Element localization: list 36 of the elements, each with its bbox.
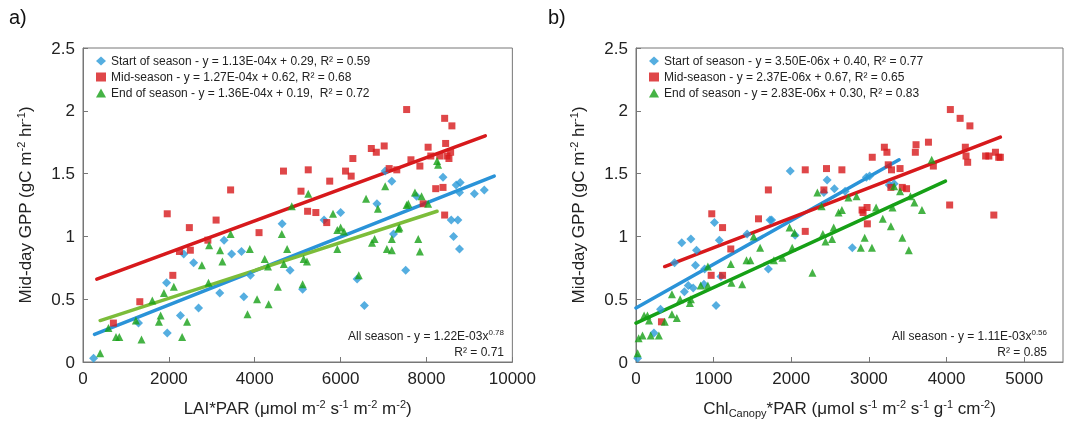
legend-label: Start of season - y = 1.13E-04x + 0.29, R² = 0.59	[111, 54, 371, 68]
x-tick-label: 0	[78, 369, 88, 388]
y-tick-label: 1	[65, 226, 75, 246]
y-tick-label: 2	[65, 101, 75, 121]
y-tick-label: 1.5	[604, 164, 628, 184]
x-tick-label: 8000	[407, 369, 446, 388]
y-axis-title: Mid-day GPP (gC m-2 hr-1)	[14, 106, 35, 304]
chart-title: a)	[9, 6, 27, 28]
y-tick-label: 2.5	[604, 38, 628, 58]
x-tick-label: 2000	[149, 369, 188, 388]
x-tick-label: 3000	[849, 369, 888, 388]
x-tick-label: 10000	[488, 369, 536, 388]
x-tick-label: 1000	[694, 369, 733, 388]
x-tick-label: 6000	[321, 369, 360, 388]
y-axis-title: Mid-day GPP (gC m-2 hr-1)	[567, 106, 588, 304]
x-tick-label: 4000	[235, 369, 274, 388]
legend-label: Start of season - y = 3.50E-06x + 0.40, R² = 0.77	[664, 54, 924, 68]
y-tick-label: 0	[65, 352, 75, 372]
y-tick-label: 2.5	[51, 38, 75, 58]
legend-label: End of season - y = 1.36E-04x + 0.19, R² = 0.72	[111, 86, 370, 100]
legend-label: Mid-season - y = 1.27E-04x + 0.62, R² = 0.68	[111, 70, 352, 84]
chart-title: b)	[548, 6, 566, 28]
legend-label: Mid-season - y = 2.37E-06x + 0.67, R² = 0.65	[664, 70, 905, 84]
y-tick-label: 1	[618, 226, 628, 246]
y-tick-label: 1.5	[51, 164, 75, 184]
annotation: R² = 0.85	[997, 345, 1048, 359]
y-tick-label: 2	[618, 101, 628, 121]
x-tick-label: 4000	[927, 369, 966, 388]
legend-label: End of season - y = 2.83E-06x + 0.30, R² = 0.83	[664, 86, 920, 100]
annotation: R² = 0.71	[454, 345, 505, 359]
y-tick-label: 0.5	[604, 289, 628, 309]
y-tick-label: 0.5	[51, 289, 75, 309]
x-tick-label: 0	[631, 369, 641, 388]
y-tick-label: 0	[618, 352, 628, 372]
x-tick-label: 5000	[1005, 369, 1044, 388]
x-tick-label: 2000	[772, 369, 811, 388]
